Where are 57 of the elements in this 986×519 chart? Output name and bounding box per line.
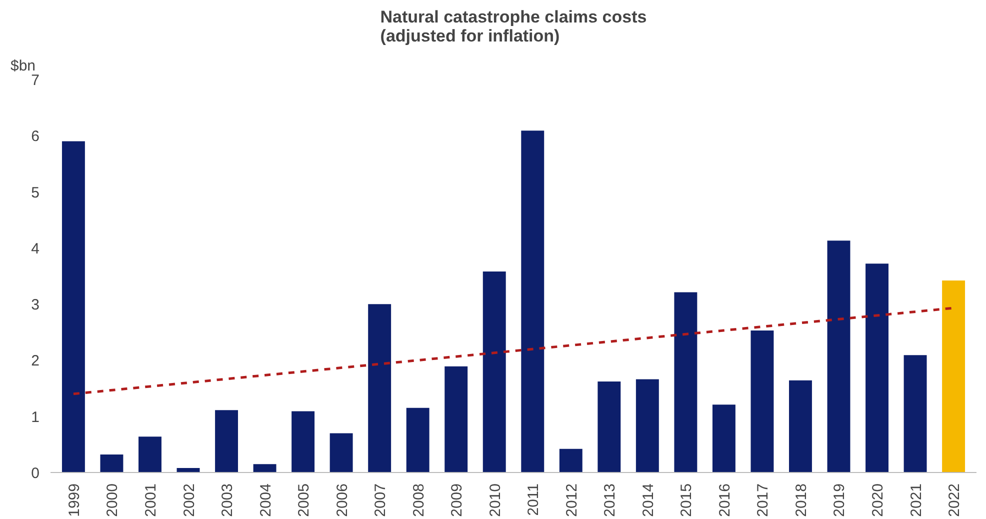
x-tick-label: 2017	[754, 483, 772, 517]
x-tick-label: 1999	[66, 483, 83, 517]
bar	[368, 304, 392, 472]
y-axis-title: $bn	[10, 58, 36, 74]
x-tick-label: 2008	[410, 483, 428, 517]
x-tick-label: 2019	[831, 483, 848, 517]
bar	[253, 464, 276, 472]
x-tick-label: 2006	[334, 483, 351, 517]
x-tick-label: 2009	[448, 483, 466, 517]
bar	[482, 272, 506, 472]
x-tick-label: 2010	[486, 483, 504, 517]
bar	[674, 292, 698, 472]
bar	[866, 264, 888, 472]
bar	[292, 411, 315, 472]
x-tick-label: 2007	[372, 483, 390, 517]
x-tick-label: 2003	[219, 483, 236, 517]
y-tick-label: 4	[31, 240, 40, 258]
bar	[100, 454, 124, 472]
bar	[444, 366, 468, 472]
bar	[215, 410, 238, 472]
bar	[827, 240, 850, 472]
bar	[559, 448, 582, 472]
x-tick-label: 2001	[142, 483, 160, 517]
bar	[138, 436, 162, 472]
bar	[904, 355, 927, 472]
bar	[406, 408, 430, 472]
bar	[750, 330, 774, 472]
y-tick-label: 0	[31, 465, 40, 482]
x-tick-label: 2016	[716, 483, 734, 517]
x-tick-label: 2014	[640, 483, 657, 517]
x-tick-label: 2012	[563, 483, 580, 517]
x-tick-label: 2013	[602, 483, 619, 517]
bar	[789, 380, 812, 472]
bar	[330, 433, 353, 472]
x-tick-label: 2000	[104, 483, 122, 517]
x-tick-label: 2002	[180, 483, 198, 517]
y-tick-label: 2	[31, 352, 40, 370]
chart-title: Natural catastrophe claims costs (adjusted for inflation)	[380, 8, 647, 46]
bar	[598, 382, 621, 472]
y-tick-label: 5	[31, 184, 40, 202]
x-tick-label: 2021	[908, 483, 925, 517]
bar	[521, 130, 544, 472]
bar	[636, 379, 659, 472]
x-tick-label: 2011	[525, 483, 542, 516]
x-tick-label: 2015	[678, 483, 696, 517]
x-tick-label: 2018	[792, 483, 810, 517]
x-tick-label: 2004	[257, 483, 274, 517]
x-tick-label: 2022	[946, 483, 964, 517]
y-tick-label: 3	[31, 296, 40, 314]
bar	[712, 404, 736, 472]
bar	[62, 141, 85, 472]
y-tick-label: 6	[31, 128, 40, 146]
x-tick-label: 2005	[296, 483, 313, 517]
x-tick-label: 2020	[870, 483, 887, 517]
bar	[942, 280, 966, 472]
y-tick-label: 1	[31, 408, 40, 426]
y-tick-label: 7	[31, 72, 40, 89]
